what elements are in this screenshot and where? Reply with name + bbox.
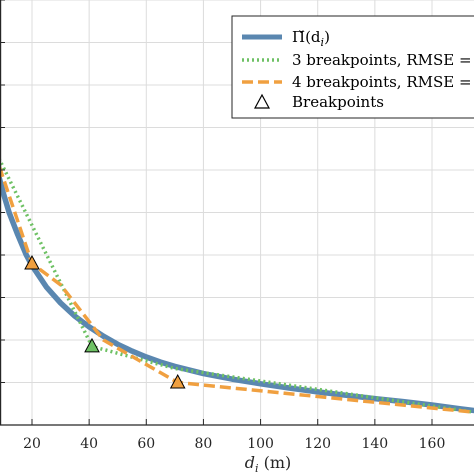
- axes: [0, 0, 474, 426]
- breakpoint-marker-green: [84, 337, 100, 353]
- plot-series: [0, 156, 474, 414]
- x-tick-labels: 20 40 60 80 100 120 140 160: [23, 436, 445, 452]
- x-tick-label: 120: [304, 436, 331, 452]
- legend: Π̌(di) 3 breakpoints, RMSE = 4 breakpoin…: [231, 15, 474, 119]
- x-tick-label: 140: [361, 436, 388, 452]
- series-line-0: [0, 169, 474, 414]
- x-axis-label: di (m): [245, 453, 292, 474]
- legend-box: [231, 15, 474, 119]
- legend-item-pi: Π̌(di): [242, 28, 330, 49]
- breakpoint-marker-orange: [24, 254, 40, 270]
- legend-item-breakpoints: Breakpoints: [253, 93, 384, 111]
- x-tick-label: 40: [80, 436, 98, 452]
- x-tick-label: 20: [23, 436, 41, 452]
- x-tick-label: 80: [195, 436, 213, 452]
- legend-item-4-breakpoints: 4 breakpoints, RMSE =: [242, 73, 472, 91]
- triangle-icon: [253, 93, 271, 109]
- breakpoint-markers: [24, 254, 186, 389]
- series-line-1: [0, 156, 474, 414]
- legend-label-4-breakpoints: 4 breakpoints, RMSE =: [292, 73, 472, 91]
- legend-label-3-breakpoints: 3 breakpoints, RMSE =: [292, 51, 472, 69]
- legend-label-breakpoints: Breakpoints: [292, 93, 384, 111]
- breakpoint-marker-orange: [169, 373, 186, 389]
- x-tick-label: 60: [137, 436, 155, 452]
- legend-label-pi: Π̌(di): [292, 28, 330, 49]
- x-tick-label: 100: [247, 436, 274, 452]
- legend-item-3-breakpoints: 3 breakpoints, RMSE =: [242, 51, 472, 69]
- series-line-2: [0, 162, 474, 414]
- x-tick-label: 160: [419, 436, 446, 452]
